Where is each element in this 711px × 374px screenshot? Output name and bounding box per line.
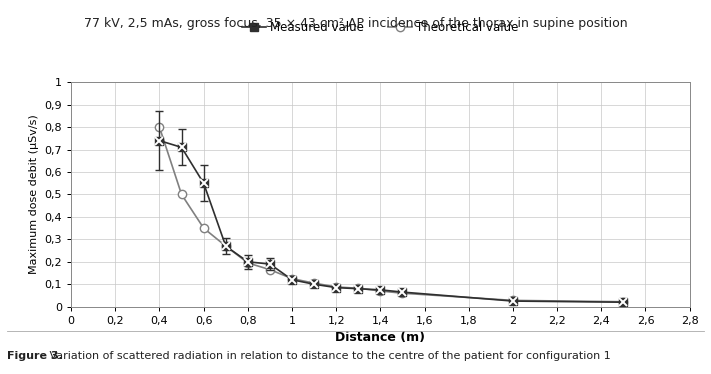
Text: Variation of scattered radiation in relation to distance to the centre of the pa: Variation of scattered radiation in rela…: [46, 351, 611, 361]
Text: Figure 3.: Figure 3.: [7, 351, 63, 361]
Legend: Measured value, Theoretical value: Measured value, Theoretical value: [242, 21, 518, 34]
X-axis label: Distance (m): Distance (m): [336, 331, 425, 344]
Text: 77 kV, 2,5 mAs, gross focus, 35 × 43 cm²,AP incidence of the thorax in supine po: 77 kV, 2,5 mAs, gross focus, 35 × 43 cm²…: [84, 17, 627, 30]
Y-axis label: Maximum dose debit (µSv/s): Maximum dose debit (µSv/s): [29, 114, 39, 275]
